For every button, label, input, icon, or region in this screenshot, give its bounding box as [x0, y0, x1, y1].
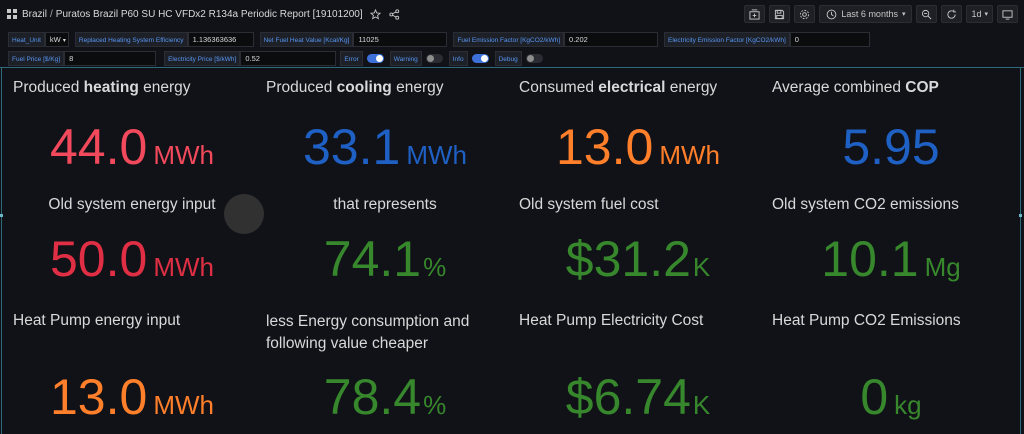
variables-row-1: Heat_Unit kW ▾ Replaced Heating System E…: [8, 30, 1018, 48]
tv-mode-icon: [1002, 9, 1013, 20]
stat-panel-old-system-fuel-cost[interactable]: Old system fuel cost $31.2K: [514, 195, 762, 300]
chevron-down-icon: ▾: [62, 37, 66, 44]
panel-title: Heat Pump CO2 Emissions: [772, 312, 961, 329]
panel-value: 13.0 MWh: [556, 119, 720, 175]
net-fuel-heat-input[interactable]: 11025: [353, 31, 448, 47]
refresh-button[interactable]: [941, 5, 963, 23]
stat-panel-produced-heating[interactable]: Produced heating energy 44.0 MWh: [8, 78, 256, 188]
stat-panel-heat-pump-co2[interactable]: Heat Pump CO2 Emissions 0 kg: [767, 311, 1015, 434]
panel-value: 44.0 MWh: [50, 119, 214, 175]
refresh-interval-picker[interactable]: 1d ▾: [966, 5, 993, 23]
share-icon[interactable]: [389, 8, 401, 20]
template-variables: Heat_Unit kW ▾ Replaced Heating System E…: [8, 30, 1018, 68]
panel-value: 74.1%: [323, 231, 447, 287]
panel-title: less Energy consumption and following va…: [266, 313, 470, 352]
warning-label: Warning: [389, 50, 422, 66]
breadcrumb-dashboard-title[interactable]: Puratos Brazil P60 SU HC VFDx2 R134a Per…: [55, 8, 363, 20]
save-icon: [775, 9, 785, 19]
panel-value: 5.95: [842, 119, 940, 175]
debug-toggle[interactable]: [525, 53, 543, 63]
replaced-efficiency-label: Replaced Heating System Efficiency: [74, 31, 188, 47]
stat-panel-old-system-energy-input[interactable]: Old system energy input 50.0 MWh: [8, 195, 256, 300]
panel-value: 33.1 MWh: [303, 119, 467, 175]
panel-title: Old system energy input: [48, 196, 216, 213]
dashboard-topbar: Brazil / Puratos Brazil P60 SU HC VFDx2 …: [0, 0, 1024, 28]
panel-value: 0 kg: [860, 369, 922, 425]
panel-title: Average combined COP: [772, 79, 939, 96]
add-panel-button[interactable]: [744, 5, 766, 23]
debug-label: Debug: [494, 50, 522, 66]
resize-handle[interactable]: [1019, 214, 1022, 217]
breadcrumb-separator: /: [50, 8, 53, 20]
error-toggle[interactable]: [366, 53, 384, 63]
panel-value: $6.74K: [565, 369, 711, 425]
panel-value: 13.0 MWh: [50, 369, 214, 425]
add-panel-icon: [749, 8, 760, 20]
chevron-down-icon: ▾: [901, 11, 906, 18]
settings-button[interactable]: [794, 5, 816, 23]
dashboard-toolbar: Last 6 months ▾ 1d ▾: [744, 5, 1018, 23]
info-toggle[interactable]: [471, 53, 489, 63]
panel-selection-outline-top: [0, 67, 1024, 68]
replaced-efficiency-input[interactable]: 1.136363636: [187, 31, 254, 47]
fuel-emission-label: Fuel Emission Factor [KgCO2/kWh]: [453, 31, 565, 47]
time-range-picker[interactable]: Last 6 months ▾: [819, 5, 913, 23]
variables-row-2: Fuel Price [$/Kg] 8 Electricity Price [$…: [8, 49, 1018, 67]
panel-selection-outline-right: [1020, 67, 1021, 434]
panel-selection-outline-left: [1, 67, 2, 434]
fuel-price-input[interactable]: 8: [64, 50, 157, 66]
panel-title: Heat Pump energy input: [13, 312, 181, 329]
mouse-cursor-indicator: [224, 194, 264, 234]
panel-value: 78.4%: [323, 369, 447, 425]
resize-handle[interactable]: [0, 214, 3, 217]
zoom-out-button[interactable]: [916, 5, 938, 23]
net-fuel-heat-label: Net Fuel Heat Value [Kcal/Kg]: [259, 31, 354, 47]
stat-panel-heat-pump-energy-input[interactable]: Heat Pump energy input 13.0 MWh: [8, 311, 256, 434]
panel-title: Produced cooling energy: [266, 79, 444, 96]
time-range-label: Last 6 months: [841, 9, 898, 19]
warning-toggle[interactable]: [425, 53, 443, 63]
electricity-emission-label: Electricity Emission Factor [KgCO2/kWh]: [664, 31, 790, 47]
chevron-down-icon: ▾: [984, 11, 988, 18]
panel-value: 10.1 Mg: [821, 231, 961, 287]
breadcrumb: Brazil / Puratos Brazil P60 SU HC VFDx2 …: [0, 8, 401, 20]
panel-title: Old system CO2 emissions: [772, 196, 959, 213]
electricity-emission-input[interactable]: 0: [789, 31, 870, 47]
panel-title: that represents: [333, 196, 437, 213]
error-label: Error: [340, 50, 363, 66]
star-icon[interactable]: [370, 8, 382, 20]
zoom-out-icon: [922, 9, 932, 19]
breadcrumb-folder[interactable]: Brazil: [22, 8, 48, 20]
stat-panel-less-energy-consumption[interactable]: less Energy consumption and following va…: [261, 311, 509, 434]
panel-value: 50.0 MWh: [50, 231, 214, 287]
panel-title: Heat Pump Electricity Cost: [519, 312, 704, 329]
tv-mode-button[interactable]: [997, 5, 1018, 23]
stat-panel-average-cop[interactable]: Average combined COP 5.95: [767, 78, 1015, 188]
refresh-interval-label: 1d: [971, 9, 982, 19]
save-button[interactable]: [769, 5, 791, 23]
panel-title: Produced heating energy: [13, 79, 191, 96]
info-label: Info: [448, 50, 468, 66]
fuel-price-label: Fuel Price [$/Kg]: [8, 50, 65, 66]
stat-panel-produced-cooling[interactable]: Produced cooling energy 33.1 MWh: [261, 78, 509, 188]
panel-value: $31.2K: [565, 231, 711, 287]
panel-title: Consumed electrical energy: [519, 79, 718, 96]
stat-panel-consumed-electrical[interactable]: Consumed electrical energy 13.0 MWh: [514, 78, 762, 188]
electricity-price-label: Electricity Price [$/kWh]: [164, 50, 241, 66]
electricity-price-input[interactable]: 0.52: [240, 50, 337, 66]
apps-icon[interactable]: [6, 8, 18, 20]
stat-panel-heat-pump-electricity-cost[interactable]: Heat Pump Electricity Cost $6.74K: [514, 311, 762, 434]
settings-icon: [800, 9, 810, 19]
heat-unit-select[interactable]: kW ▾: [44, 31, 69, 47]
panel-title: Old system fuel cost: [519, 196, 659, 213]
fuel-emission-input[interactable]: 0.202: [564, 31, 659, 47]
refresh-icon: [947, 9, 957, 19]
heat-unit-label: Heat_Unit: [8, 31, 45, 47]
stat-panel-old-system-co2[interactable]: Old system CO2 emissions 10.1 Mg: [767, 195, 1015, 300]
clock-icon: [827, 9, 837, 19]
stat-panel-that-represents[interactable]: that represents 74.1%: [261, 195, 509, 300]
